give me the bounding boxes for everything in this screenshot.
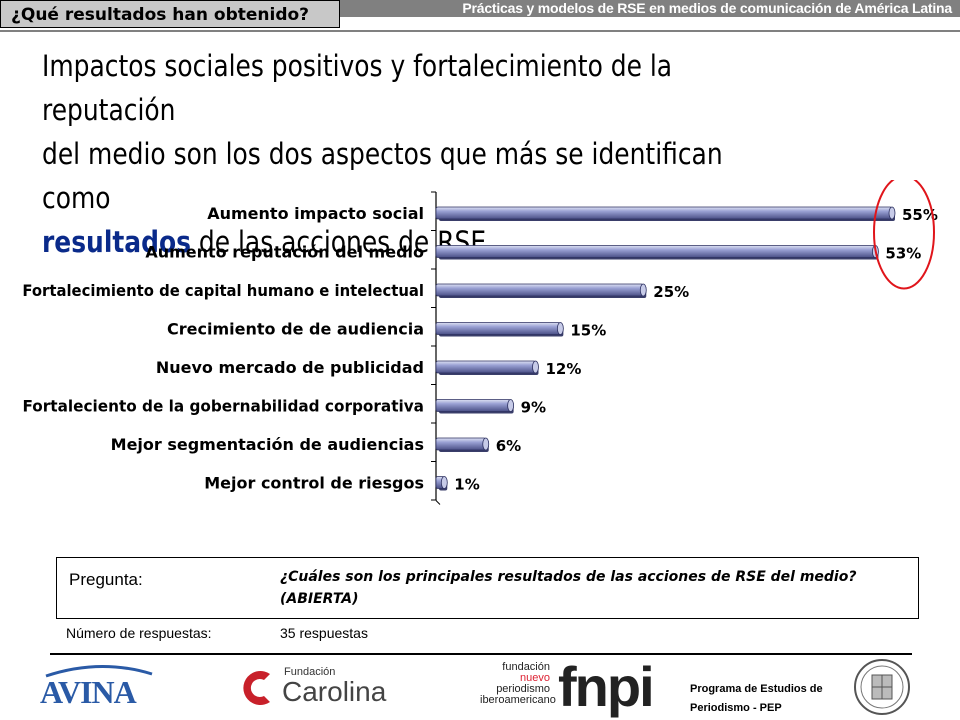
axis-depth-line [435, 500, 441, 505]
fundacion-carolina-logo: Fundación Carolina [236, 664, 386, 712]
headline: Impactos sociales positivos y fortalecim… [42, 44, 799, 264]
fnpi-line-1: fundación [502, 661, 550, 673]
headline-highlight: resultados [42, 225, 191, 259]
bar [435, 437, 487, 451]
bar [435, 360, 536, 374]
bar-cap [532, 360, 539, 374]
fnpi-line-3: periodismo [496, 683, 550, 695]
responses-label: Número de respuestas: [66, 625, 212, 641]
pep-line-2: Periodismo - PEP [690, 702, 782, 714]
bar [435, 206, 893, 220]
presentation-title: Prácticas y modelos de RSE en medios de … [462, 0, 952, 16]
carolina-text: Carolina [282, 676, 387, 707]
bar-chart: Aumento impacto social Aumento reputación… [22, 180, 938, 505]
avina-logo: AVINA [40, 664, 160, 712]
bar [435, 399, 512, 412]
category-label: Nuevo mercado de publicidad [156, 358, 424, 377]
fnpi-line-2: nuevo [520, 672, 550, 684]
avina-swoosh-icon [45, 664, 153, 678]
fnpi-foundation-text: fundación nuevo periodismo iberoamerican… [480, 661, 556, 706]
carolina-small-text: Fundación [284, 666, 336, 678]
bar-cap [556, 322, 564, 335]
category-label: Mejor control de riesgos [204, 474, 424, 493]
category-label: Fortaleciento de la gobernabilidad corpo… [22, 396, 424, 415]
highlight-ellipse [873, 180, 935, 290]
category-label: Mejor segmentación de audiencias [111, 435, 424, 454]
footer-divider [50, 653, 912, 655]
bar-cap [639, 283, 647, 297]
bar-cap [482, 437, 490, 451]
header-divider [0, 30, 960, 32]
data-label: 15% [570, 322, 606, 340]
fnpi-wordmark: fnpi [558, 655, 655, 718]
fnpi-line-4: iberoamericano [480, 694, 556, 706]
category-label: Fortalecimiento de capital humano e inte… [22, 281, 424, 300]
category-label: Aumento reputación del medio [145, 243, 424, 262]
bar [435, 322, 561, 335]
fnpi-logo: fundación nuevo periodismo iberoamerican… [480, 655, 680, 718]
question-box: Pregunta: ¿Cuáles son los principales re… [56, 557, 919, 619]
headline-line-2: del medio son los dos aspectos que más s… [42, 137, 723, 215]
data-label: 6% [496, 437, 521, 455]
data-label: 1% [454, 476, 479, 494]
university-seal-icon [854, 659, 910, 715]
bar-cap [888, 206, 896, 220]
bar [435, 245, 876, 258]
question-text: ¿Cuáles son los principales resultados d… [280, 569, 857, 607]
category-label: Aumento impacto social [207, 204, 424, 223]
data-label: 55% [902, 206, 938, 224]
bar-cap [507, 399, 515, 412]
carolina-c-icon [243, 671, 270, 705]
responses-value: 35 respuestas [280, 625, 368, 641]
category-label: Crecimiento de de audiencia [167, 320, 424, 339]
section-tab: ¿Qué resultados han obtenido? [0, 0, 340, 28]
header-bar: ¿Qué resultados han obtenido? Prácticas … [0, 0, 960, 32]
question-label: Pregunta: [69, 570, 143, 589]
pep-credit: Programa de Estudios de Periodismo - PEP [690, 680, 823, 718]
section-tab-label: ¿Qué resultados han obtenido? [11, 5, 310, 25]
data-label: 9% [521, 399, 546, 417]
bar [435, 283, 644, 297]
headline-line-1: Impactos sociales positivos y fortalecim… [42, 49, 673, 127]
pep-line-1: Programa de Estudios de [690, 683, 823, 695]
data-label: 53% [885, 245, 921, 263]
data-label: 25% [653, 283, 689, 301]
data-label: 12% [545, 360, 581, 378]
bar-cap [440, 476, 448, 489]
avina-logo-text: AVINA [40, 674, 137, 710]
